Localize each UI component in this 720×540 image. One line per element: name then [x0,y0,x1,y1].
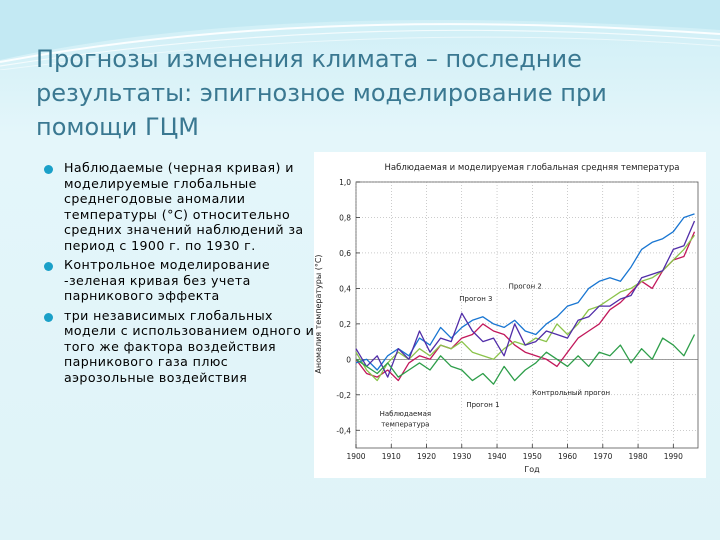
y-axis-label: Аномалия температуры (°С) [314,254,323,373]
bullet-dot-icon [44,165,53,174]
bullet-text: Наблюдаемые (черная кривая) и моделируем… [64,160,304,253]
x-tick-label: 1980 [629,452,648,461]
y-tick-label: 0,6 [339,249,351,258]
bullet-text: три независимых глобальных модели с испо… [64,307,315,385]
x-tick-label: 1900 [346,452,365,461]
slide-title: Прогнозы изменения климата – последние р… [36,45,607,141]
chart-annotation: Прогон 2 [509,282,542,290]
x-tick-label: 1990 [664,452,683,461]
temperature-chart: Наблюдаемая и моделируемая глобальная ср… [314,152,706,478]
y-tick-label: 0,4 [339,284,351,293]
plot-frame [355,181,699,449]
y-tick-label: 0 [346,355,351,364]
chart-annotation: Прогон 3 [459,295,492,303]
series-line-run1 [355,234,696,382]
bullet-dot-icon [44,262,53,271]
y-tick-label: 0,8 [339,213,351,222]
bullet-item: три независимых глобальных модели с испо… [44,308,316,386]
bullet-item: Наблюдаемые (черная кривая) и моделируем… [44,160,316,253]
x-axis-label: Год [524,465,540,474]
x-tick-label: 1950 [523,452,542,461]
x-tick-label: 1960 [558,452,577,461]
series-line-control [355,334,696,385]
chart-annotation: Прогон 1 [466,401,499,409]
series-line-run3 [355,220,696,378]
bullet-item: Контрольное моделирование -зеленая крива… [44,257,316,304]
y-tick-label: -0,2 [336,391,351,400]
y-tick-label: 0,2 [339,320,351,329]
x-tick-label: 1920 [417,452,436,461]
chart-annotation: температура [381,421,429,429]
series-line-run2 [355,213,695,371]
bullet-dot-icon [44,312,53,322]
x-tick-label: 1910 [382,452,401,461]
bullet-text: Контрольное моделирование -зеленая крива… [64,257,270,303]
chart-svg: Наблюдаемая и моделируемая глобальная ср… [314,163,699,474]
x-tick-label: 1970 [593,452,612,461]
bullet-list: Наблюдаемые (черная кривая) и моделируем… [44,160,316,389]
header-swoosh [0,0,720,70]
y-tick-label: -0,4 [336,426,351,435]
y-tick-label: 1,0 [339,178,351,187]
chart-title: Наблюдаемая и моделируемая глобальная ср… [385,163,680,173]
x-tick-label: 1930 [452,452,471,461]
chart-annotation: Контрольный прогон [532,389,610,397]
chart-annotation: Наблюдаемая [380,410,431,418]
x-tick-label: 1940 [487,452,506,461]
